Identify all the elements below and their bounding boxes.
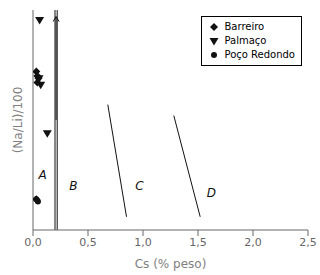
html-text:Barreiro: Barreiro xyxy=(224,21,265,32)
html-text:Palmaço: Palmaço xyxy=(224,35,267,46)
svg-text:C: C xyxy=(135,179,144,193)
svg-text:D: D xyxy=(207,186,216,200)
svg-text:A: A xyxy=(38,168,47,182)
svg-text:B: B xyxy=(69,179,77,193)
svg-text:2,5: 2,5 xyxy=(299,236,312,249)
svg-text:Cs (% peso): Cs (% peso) xyxy=(135,257,207,271)
html-text:Poço Redondo: Poço Redondo xyxy=(224,49,295,60)
svg-text:0,5: 0,5 xyxy=(79,236,97,249)
svg-text:1,5: 1,5 xyxy=(189,236,207,249)
svg-text:0,0: 0,0 xyxy=(24,236,42,249)
svg-text:2,0: 2,0 xyxy=(244,236,262,249)
svg-text:(Na/Li)/100: (Na/Li)/100 xyxy=(11,87,25,154)
svg-text:1,0: 1,0 xyxy=(134,236,152,249)
